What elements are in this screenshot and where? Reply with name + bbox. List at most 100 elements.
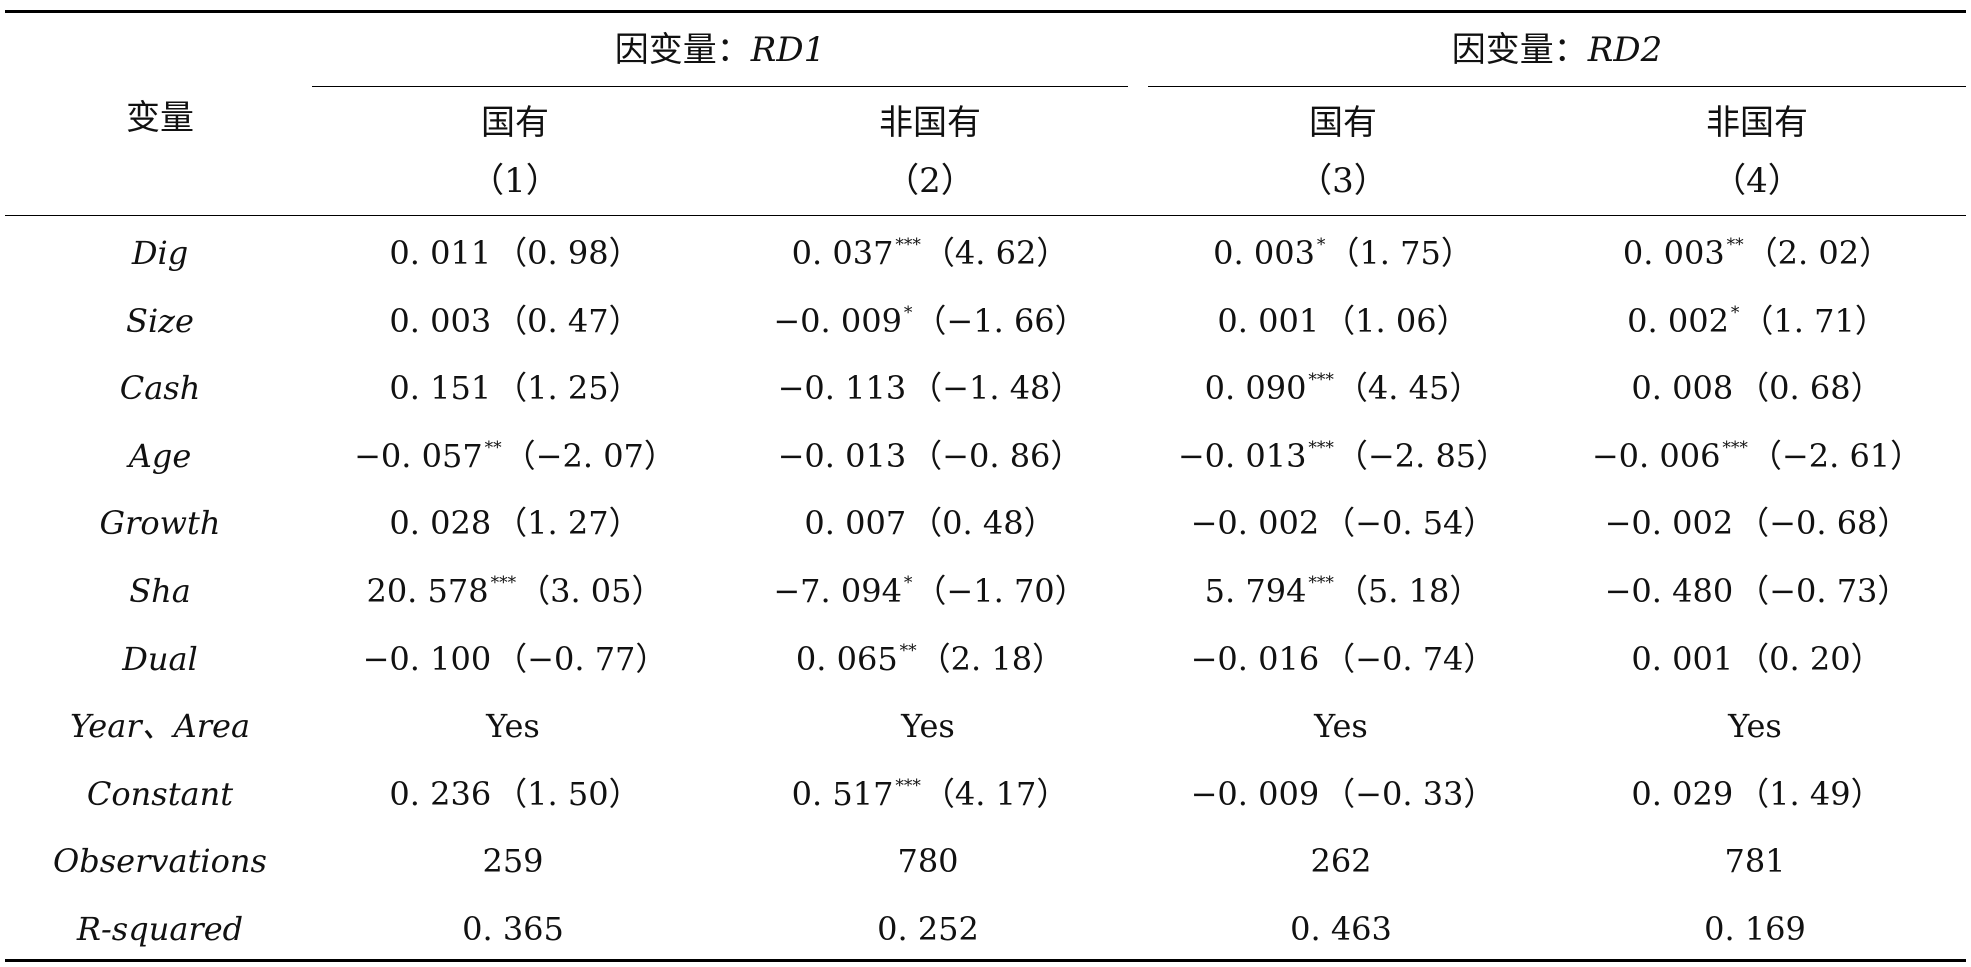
coefficient: −0. 002 (1190, 504, 1320, 542)
coefficient: 259 (482, 842, 544, 880)
coefficient: Yes (1314, 707, 1368, 745)
table-cell: 0. 028 （1. 27） (315, 503, 715, 543)
row-label: Cash (119, 369, 201, 407)
t-statistic: （−0. 54） (1323, 504, 1496, 542)
table-cell: 0. 001 （0. 20） (1557, 639, 1957, 679)
coefficient: −7. 094 (773, 572, 902, 610)
coefficient: −0. 002 (1604, 504, 1734, 542)
t-statistic: （4. 62） (922, 234, 1069, 272)
t-statistic: （0. 20） (1737, 640, 1883, 678)
t-statistic: （−2. 85） (1335, 437, 1509, 475)
table-cell: Yes (1557, 706, 1957, 746)
column-type-1: 国有 (481, 103, 549, 143)
coefficient: −0. 009 (773, 302, 902, 340)
significance-stars: * (903, 573, 913, 593)
coefficient: Yes (486, 707, 540, 745)
coefficient: 0. 517 (791, 775, 894, 813)
t-statistic: （3. 05） (518, 572, 664, 610)
table-cell: 0. 001 （1. 06） (1143, 301, 1543, 341)
group-header-var: RD1 (750, 30, 826, 70)
t-statistic: （1. 49） (1737, 775, 1883, 813)
significance-stars: ** (484, 438, 502, 458)
coefficient: 0. 236 (389, 775, 492, 813)
t-statistic: （−1. 66） (914, 302, 1087, 340)
table-cell: 0. 151 （1. 25） (315, 368, 715, 408)
table-cell: 5. 794 ***（5. 18） (1143, 571, 1543, 611)
group-1-underline (312, 86, 1128, 87)
table-cell: 0. 002 *（1. 71） (1557, 301, 1957, 341)
significance-stars: ** (899, 641, 917, 661)
coefficient: 0. 001 (1217, 302, 1320, 340)
t-statistic: （0. 48） (910, 504, 1056, 542)
group-2-underline (1148, 86, 1966, 87)
t-statistic: （−0. 74） (1323, 640, 1496, 678)
coefficient: −0. 016 (1190, 640, 1320, 678)
significance-stars: *** (1308, 370, 1334, 390)
t-statistic: （5. 18） (1335, 572, 1482, 610)
table-cell: −0. 057 **（−2. 07） (315, 436, 715, 476)
table-cell: 0. 169 (1557, 909, 1957, 949)
table-cell: −0. 009 *（−1. 66） (730, 301, 1130, 341)
column-type-3: 国有 (1309, 103, 1377, 143)
t-statistic: （−0. 86） (910, 437, 1083, 475)
table-cell: 0. 236 （1. 50） (315, 774, 715, 814)
table-cell: −0. 016 （−0. 74） (1143, 639, 1543, 679)
table-cell: −0. 002 （−0. 68） (1557, 503, 1957, 543)
table-cell: 0. 517 ***（4. 17） (730, 774, 1130, 814)
coefficient: 20. 578 (366, 572, 489, 610)
table-cell: 0. 365 (315, 909, 715, 949)
row-label: Year、Area (69, 707, 251, 745)
significance-stars: *** (1308, 573, 1334, 593)
table-cell: −0. 480 （−0. 73） (1557, 571, 1957, 611)
row-label: Growth (99, 504, 221, 542)
coefficient: 0. 169 (1704, 910, 1806, 948)
t-statistic: （−0. 68） (1737, 504, 1910, 542)
t-statistic: （1. 25） (495, 369, 641, 407)
t-statistic: （2. 18） (918, 640, 1065, 678)
t-statistic: （1. 75） (1327, 234, 1473, 272)
row-label: R-squared (76, 910, 244, 948)
table-top-rule (5, 10, 1966, 13)
coefficient: 0. 011 (389, 234, 492, 272)
coefficient: Yes (1728, 707, 1782, 745)
t-statistic: （1. 71） (1741, 302, 1887, 340)
coefficient: 0. 007 (804, 504, 907, 542)
coefficient: 0. 002 (1627, 302, 1729, 340)
table-cell: −0. 009 （−0. 33） (1143, 774, 1543, 814)
t-statistic: （−0. 33） (1323, 775, 1496, 813)
table-cell: 0. 007 （0. 48） (730, 503, 1130, 543)
table-cell: 0. 252 (730, 909, 1130, 949)
table-cell: Yes (315, 706, 715, 746)
table-cell: 0. 003 *（1. 75） (1143, 233, 1543, 273)
group-header-1: 因变量：RD1 (312, 30, 1128, 70)
row-label: Size (126, 302, 194, 340)
t-statistic: （0. 68） (1737, 369, 1883, 407)
coefficient: −0. 057 (354, 437, 483, 475)
coefficient: 0. 151 (389, 369, 492, 407)
t-statistic: （−1. 48） (910, 369, 1083, 407)
column-number-2: （2） (885, 161, 975, 201)
coefficient: 0. 028 (389, 504, 492, 542)
significance-stars: * (1730, 303, 1740, 323)
table-cell: 0. 029 （1. 49） (1557, 774, 1957, 814)
coefficient: 0. 065 (795, 640, 898, 678)
significance-stars: ** (1726, 235, 1744, 255)
table-cell: 780 (730, 841, 1130, 881)
column-number-3: （3） (1298, 161, 1388, 201)
table-cell: 0. 037 ***（4. 62） (730, 233, 1130, 273)
table-cell: 20. 578 ***（3. 05） (315, 571, 715, 611)
coefficient: 780 (897, 842, 959, 880)
coefficient: 0. 029 (1631, 775, 1734, 813)
significance-stars: *** (1722, 438, 1748, 458)
coefficient: −0. 009 (1190, 775, 1320, 813)
row-label: Dual (122, 640, 198, 678)
table-cell: 0. 011 （0. 98） (315, 233, 715, 273)
row-label: Age (128, 437, 192, 475)
table-cell: 0. 003 （0. 47） (315, 301, 715, 341)
table-cell: 0. 090 ***（4. 45） (1143, 368, 1543, 408)
t-statistic: （1. 06） (1323, 302, 1469, 340)
column-type-2: 非国有 (879, 103, 981, 143)
table-cell: −7. 094 *（−1. 70） (730, 571, 1130, 611)
row-label: Sha (129, 572, 191, 610)
coefficient: 0. 463 (1290, 910, 1392, 948)
